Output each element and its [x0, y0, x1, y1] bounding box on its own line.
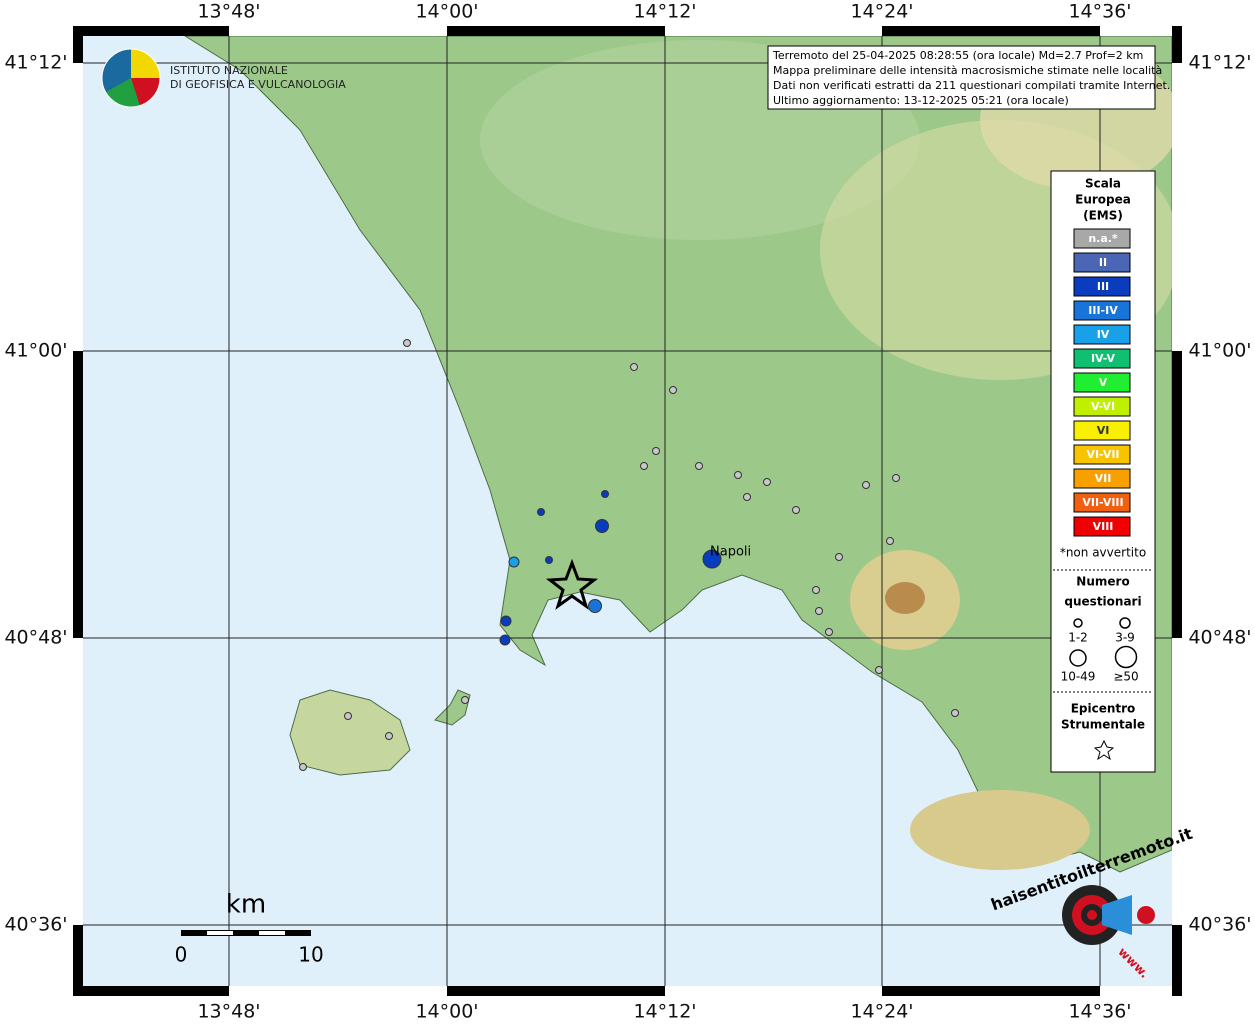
- scale-bar: km 0 10: [175, 890, 324, 967]
- lat-label: 41°12': [1188, 52, 1251, 74]
- lon-label: 14°36': [1068, 1, 1131, 23]
- legend-label: V: [1099, 376, 1108, 389]
- legend-swatch: [1073, 300, 1131, 321]
- lat-label: 40°36': [1188, 914, 1251, 936]
- frame-ticks: [73, 26, 1182, 996]
- legend-swatch: [1073, 396, 1131, 417]
- legend-swatch: [1073, 324, 1131, 345]
- size-label: 3-9: [1115, 631, 1135, 645]
- lon-label: 14°24': [850, 1, 913, 23]
- legend-label: III-IV: [1088, 304, 1118, 317]
- legend-swatch: [1073, 276, 1131, 297]
- epicenter: [545, 558, 599, 610]
- size-label: ≥50: [1113, 670, 1138, 684]
- ischia: [289, 689, 411, 776]
- legend-title: Epicentro: [1071, 702, 1136, 716]
- lon-label: 14°12': [633, 1001, 696, 1023]
- lat-label: 40°48': [4, 627, 67, 649]
- lon-label: 14°00': [415, 1001, 478, 1023]
- info-line: Terremoto del 25-04-2025 08:28:55 (ora l…: [772, 49, 1143, 62]
- scale-label: 10: [298, 943, 323, 967]
- info-line: Ultimo aggiornamento: 13-12-2025 05:21 (…: [773, 94, 1069, 107]
- lat-label: 41°00': [1188, 340, 1251, 362]
- legend-label: III: [1097, 280, 1109, 293]
- observations: [299, 339, 959, 771]
- lon-label: 13°48': [197, 1001, 260, 1023]
- legend-note: *non avvertito: [1060, 546, 1146, 560]
- legend-title: Numero: [1076, 575, 1129, 589]
- epicenter-sample: [1093, 739, 1115, 761]
- legend-title: (EMS): [1083, 209, 1123, 223]
- legend-swatch: [1073, 348, 1131, 369]
- lon-label: 13°48': [197, 1, 260, 23]
- legend-swatch: [1073, 228, 1131, 249]
- size-sample: [1119, 617, 1131, 629]
- lon-label: 14°00': [415, 1, 478, 23]
- legend-title: questionari: [1064, 595, 1141, 609]
- legend-swatch: [1073, 420, 1131, 441]
- legend-swatch: [1073, 516, 1131, 537]
- info-line: Dati non verificati estratti da 211 ques…: [773, 79, 1170, 92]
- scale-label: 0: [175, 943, 188, 967]
- legend-swatch: [1073, 444, 1131, 465]
- peninsula-hills: [910, 790, 1090, 870]
- legend-label: VII-VIII: [1082, 496, 1123, 509]
- legend-label: II: [1099, 256, 1107, 269]
- lat-label: 41°12': [4, 52, 67, 74]
- legend-label: V-VI: [1091, 400, 1115, 413]
- lon-label: 14°12': [633, 1, 696, 23]
- legend-label: VIII: [1093, 520, 1114, 533]
- legend-label: IV: [1097, 328, 1110, 341]
- legend-title: Strumentale: [1061, 718, 1145, 732]
- legend-swatch: [1073, 372, 1131, 393]
- legend-label: VII: [1095, 472, 1112, 485]
- legend-label: VI: [1097, 424, 1110, 437]
- size-sample: [1069, 649, 1087, 667]
- legend-swatch: [1073, 492, 1131, 513]
- vesuvius-summit: [885, 582, 925, 614]
- lon-label: 14°24': [850, 1001, 913, 1023]
- lat-label: 40°48': [1188, 627, 1251, 649]
- size-sample: [1114, 645, 1138, 669]
- info-line: Mappa preliminare delle intensità macros…: [773, 64, 1162, 77]
- legend-label: VI-VII: [1086, 448, 1119, 461]
- legend-title: Scala: [1085, 177, 1121, 191]
- legend-swatch: [1073, 252, 1131, 273]
- lat-label: 40°36': [4, 914, 67, 936]
- legend-label: IV-V: [1091, 352, 1116, 365]
- place-label: Napoli: [710, 545, 751, 560]
- legend-label: n.a.*: [1088, 232, 1118, 245]
- size-sample: [1073, 618, 1083, 628]
- info-box: [767, 45, 1156, 110]
- logo-text: DI GEOFISICA E VULCANOLOGIA: [170, 78, 346, 91]
- legend-swatch: [1073, 468, 1131, 489]
- lat-label: 41°00': [4, 340, 67, 362]
- size-label: 10-49: [1061, 670, 1096, 684]
- ingv-logo: ISTITUTO NAZIONALE DI GEOFISICA E VULCAN…: [101, 48, 346, 108]
- lon-label: 14°36': [1068, 1001, 1131, 1023]
- size-label: 1-2: [1068, 631, 1088, 645]
- legend-title: Europea: [1075, 193, 1131, 207]
- scale-unit: km: [226, 890, 266, 920]
- logo-text: ISTITUTO NAZIONALE: [170, 64, 288, 77]
